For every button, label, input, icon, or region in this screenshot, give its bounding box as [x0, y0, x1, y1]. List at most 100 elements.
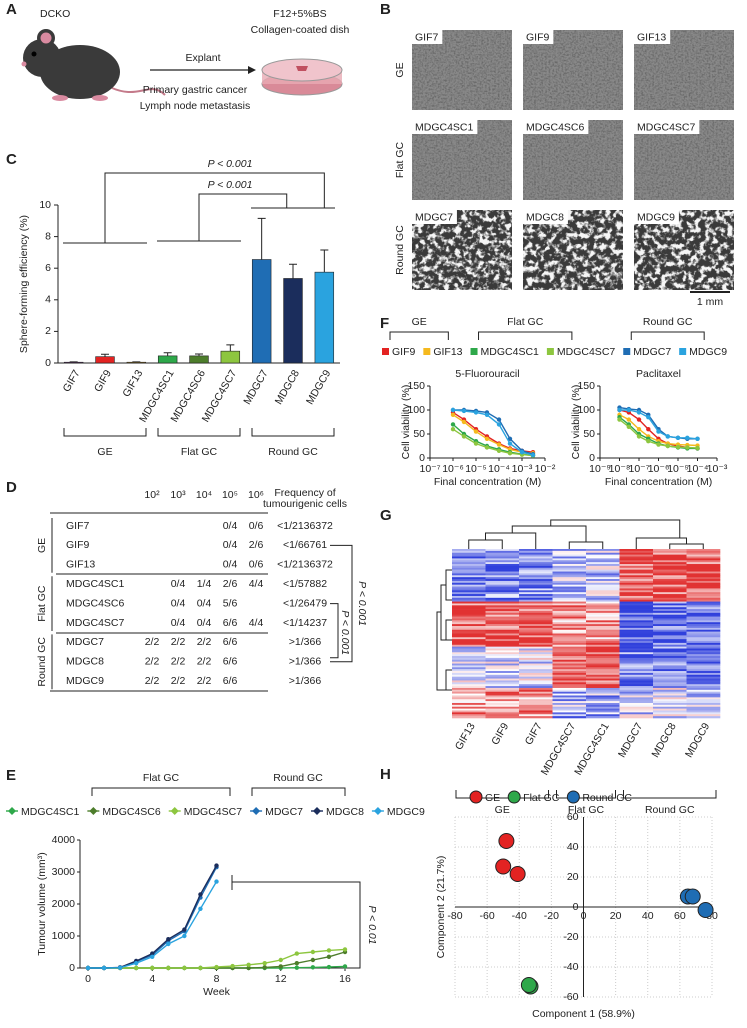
heat-cell [485, 562, 520, 565]
heat-cell [552, 597, 587, 600]
frequency: >1/366 [289, 636, 322, 648]
heat-cell [452, 586, 486, 589]
bracket [623, 790, 717, 799]
heat-cell [552, 646, 587, 649]
heat-cell [552, 586, 587, 589]
heat-cell [485, 641, 520, 644]
data-point [342, 947, 348, 952]
heat-cell [586, 575, 620, 578]
heat-cell [686, 556, 721, 559]
heat-cell [619, 631, 654, 634]
row-name: GIF7 [66, 520, 89, 532]
heat-cell [653, 693, 687, 696]
heat-cell [552, 616, 587, 619]
heat-cell [519, 558, 553, 561]
heat-cell [485, 594, 520, 597]
data-point [675, 444, 681, 450]
data-point [646, 439, 651, 444]
group-label: Flat GC [181, 446, 218, 458]
heat-cell [452, 588, 486, 591]
image-label: MDGC4SC6 [526, 121, 585, 133]
data-point [450, 407, 456, 413]
column-label: MDGC4SC1 [572, 721, 612, 778]
heat-cell [485, 571, 520, 574]
heat-cell [552, 614, 587, 617]
heat-cell [619, 592, 654, 595]
heat-cell [586, 716, 620, 719]
heat-cell [552, 575, 587, 578]
heat-cell [619, 575, 654, 578]
heat-cell [653, 656, 687, 659]
heat-cell [519, 569, 553, 572]
heat-cell [452, 712, 486, 715]
legend-marker [546, 348, 554, 355]
heat-cell [586, 676, 620, 679]
heat-cell [519, 565, 553, 569]
legend-marker [89, 807, 98, 815]
heat-cell [519, 601, 553, 604]
heat-cell [485, 565, 520, 569]
cell: 0/4 [197, 597, 212, 609]
heat-cell [653, 629, 687, 632]
cell: 2/2 [145, 656, 160, 668]
heat-cell [485, 639, 520, 642]
bracket [389, 331, 449, 340]
heat-cell [485, 671, 520, 674]
heat-cell [552, 663, 587, 666]
image-label-bg [634, 30, 671, 44]
heat-cell [485, 644, 520, 647]
heat-cell [586, 601, 620, 604]
data-point [310, 957, 316, 963]
heat-cell [653, 633, 687, 636]
legend-label: GIF13 [433, 346, 462, 358]
heat-cell [686, 579, 721, 582]
heat-cell [619, 678, 654, 681]
heat-cell [686, 641, 721, 644]
heat-cell [452, 633, 486, 636]
heat-cell [653, 678, 687, 681]
heat-cell [686, 565, 721, 569]
data-point [695, 445, 700, 451]
x-tick-label: 16 [339, 973, 351, 985]
heat-cell [586, 550, 620, 554]
heat-cell [653, 642, 687, 646]
heat-cell [686, 586, 721, 589]
heat-cell [653, 588, 687, 591]
heat-cell [653, 590, 687, 593]
heat-cell [519, 577, 553, 580]
heat-cell [586, 706, 620, 709]
heat-cell [485, 686, 520, 689]
heat-cell [653, 622, 687, 625]
heat-cell [519, 549, 553, 552]
data-point [498, 833, 515, 849]
heat-cell [653, 631, 687, 634]
heat-cell [619, 590, 654, 593]
data-point [182, 965, 187, 971]
heat-cell [485, 637, 520, 640]
heat-cell [586, 562, 620, 565]
heat-cell [653, 595, 687, 599]
heat-cell [519, 674, 553, 677]
heat-cell [619, 639, 654, 642]
heat-cell [452, 614, 486, 617]
heat-cell [452, 594, 486, 597]
cell: 6/6 [223, 636, 238, 648]
heat-cell [586, 614, 620, 617]
heat-cell [452, 635, 486, 638]
heat-cell [485, 603, 520, 606]
heat-cell [653, 701, 687, 704]
heat-cell [586, 637, 620, 640]
heat-cell [485, 657, 520, 661]
heat-cell [586, 674, 620, 677]
heat-cell [686, 708, 721, 711]
heat-cell [653, 637, 687, 640]
data-point [85, 965, 91, 971]
x-tick-label: 10⁻⁶ [442, 463, 464, 475]
heat-cell [586, 584, 620, 587]
group-label: GE [412, 316, 427, 328]
heat-cell [552, 601, 587, 604]
heat-cell [452, 678, 486, 681]
heat-cell [519, 571, 553, 574]
x-tick-label: 10⁻³ [707, 463, 728, 475]
heat-cell [653, 682, 687, 685]
